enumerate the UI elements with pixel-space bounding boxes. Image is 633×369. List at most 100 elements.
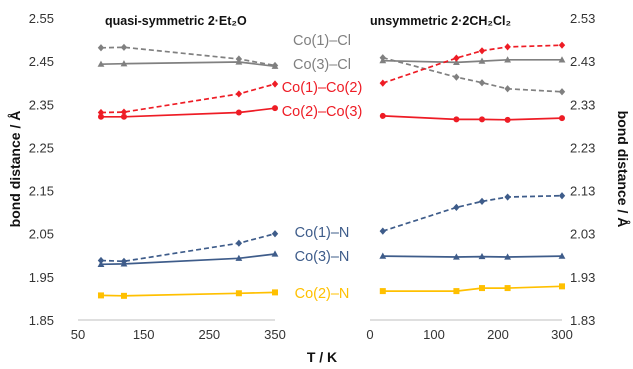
y-tick-label: 2.33 — [570, 97, 595, 112]
x-tick-label: 50 — [71, 327, 85, 342]
series-line — [100, 83, 276, 114]
data-point — [453, 54, 460, 62]
data-point — [379, 112, 386, 119]
data-point — [379, 79, 386, 87]
data-point — [478, 79, 486, 87]
series-line — [100, 291, 276, 297]
data-point — [120, 292, 127, 299]
series-co-3-cl — [379, 56, 566, 66]
data-point — [504, 56, 511, 63]
x-tick-label: 200 — [487, 327, 509, 342]
data-point — [478, 57, 486, 64]
series-line — [382, 56, 563, 93]
series-co-3-cl — [97, 58, 279, 69]
y-tick-label: 1.93 — [570, 270, 595, 285]
series-line — [382, 285, 563, 292]
data-point — [235, 254, 243, 261]
series-labels: Co(1)–Cl Co(3)–Cl Co(1)–Co(2) Co(2)–Co(3) Co… — [282, 33, 363, 302]
y-axis-title-right: bond distance / Å — [615, 111, 631, 228]
data-point — [379, 57, 387, 64]
series-co-1-cl — [379, 54, 566, 96]
data-point — [504, 193, 511, 201]
x-tick-label: 300 — [551, 327, 573, 342]
y-tick-label: 1.95 — [29, 270, 54, 285]
series-line — [101, 107, 276, 118]
panel-title: unsymmetric 2·2CH₂Cl₂ — [370, 14, 511, 28]
data-point — [479, 285, 485, 292]
y-tick-label: 2.25 — [29, 140, 54, 155]
series-label-co-3-n: Co(3)–N — [295, 249, 350, 265]
data-point — [271, 250, 279, 257]
data-point — [559, 283, 565, 290]
data-point — [453, 203, 460, 211]
x-tick-label: 350 — [264, 327, 286, 342]
data-point — [271, 80, 279, 88]
panel-title: quasi-symmetric 2·Et₂O — [105, 14, 247, 28]
data-point — [453, 58, 460, 66]
data-point — [271, 62, 279, 69]
y-tick-label: 1.85 — [29, 313, 54, 328]
data-point — [504, 285, 511, 292]
data-point — [479, 116, 485, 123]
data-point — [478, 252, 486, 260]
data-point — [97, 292, 104, 299]
y-tick-label: 2.13 — [570, 184, 595, 199]
data-point — [272, 289, 278, 296]
series-line — [382, 115, 563, 121]
y-tick-label: 2.43 — [570, 54, 595, 69]
left-panel: 50 150 250 350 1.85 1.95 2.05 2.15 2.25 2.35 2.45 2… — [29, 11, 286, 342]
data-point — [504, 116, 511, 123]
series-co-3-n — [97, 250, 279, 267]
data-point — [120, 113, 127, 120]
data-point — [235, 90, 243, 98]
data-point — [453, 116, 460, 123]
data-point — [120, 60, 128, 67]
series-line — [382, 255, 563, 258]
x-tick-label: 150 — [133, 327, 155, 342]
data-point — [97, 260, 105, 267]
data-point — [97, 113, 104, 120]
series-line — [100, 46, 276, 67]
series-co-1-co-2 — [379, 41, 566, 87]
data-point — [453, 73, 460, 81]
x-tick-label: 250 — [198, 327, 220, 342]
y-axis-title-left: bond distance / Å — [7, 111, 23, 228]
y-tick-label: 2.35 — [29, 97, 54, 112]
data-point — [504, 253, 511, 260]
data-point — [558, 88, 566, 96]
series-label-co-2-co-3: Co(2)–Co(3) — [282, 104, 363, 120]
data-point — [120, 108, 128, 116]
data-point — [120, 260, 128, 267]
data-point — [97, 256, 105, 265]
series-line — [100, 232, 276, 263]
series-co-2-co-3 — [97, 105, 278, 120]
series-label-co-1-co-2: Co(1)–Co(2) — [282, 80, 363, 96]
y-tick-label: 2.15 — [29, 184, 54, 199]
data-point — [558, 56, 566, 63]
series-co-1-n — [97, 230, 279, 265]
series-line — [100, 253, 276, 266]
data-point — [558, 192, 566, 200]
series-line — [382, 194, 563, 232]
data-point — [379, 252, 387, 259]
series-label-co-1-n: Co(1)–N — [295, 225, 350, 241]
y-tick-label: 1.83 — [570, 313, 595, 328]
y-tick-label: 2.53 — [570, 11, 595, 26]
data-point — [504, 85, 511, 93]
data-point — [235, 58, 243, 65]
y-tick-label: 2.03 — [570, 227, 595, 242]
series-co-2-co-3 — [379, 112, 565, 123]
series-label-co-1-cl: Co(1)–Cl — [293, 33, 351, 49]
data-point — [97, 60, 105, 67]
data-point — [453, 253, 460, 260]
data-point — [235, 290, 242, 297]
series-co-2-n — [97, 289, 278, 299]
series-label-co-3-cl: Co(3)–Cl — [293, 57, 351, 73]
data-point — [97, 44, 105, 52]
data-point — [272, 105, 278, 112]
data-point — [379, 227, 386, 235]
data-point — [558, 41, 566, 49]
series-line — [382, 58, 562, 64]
